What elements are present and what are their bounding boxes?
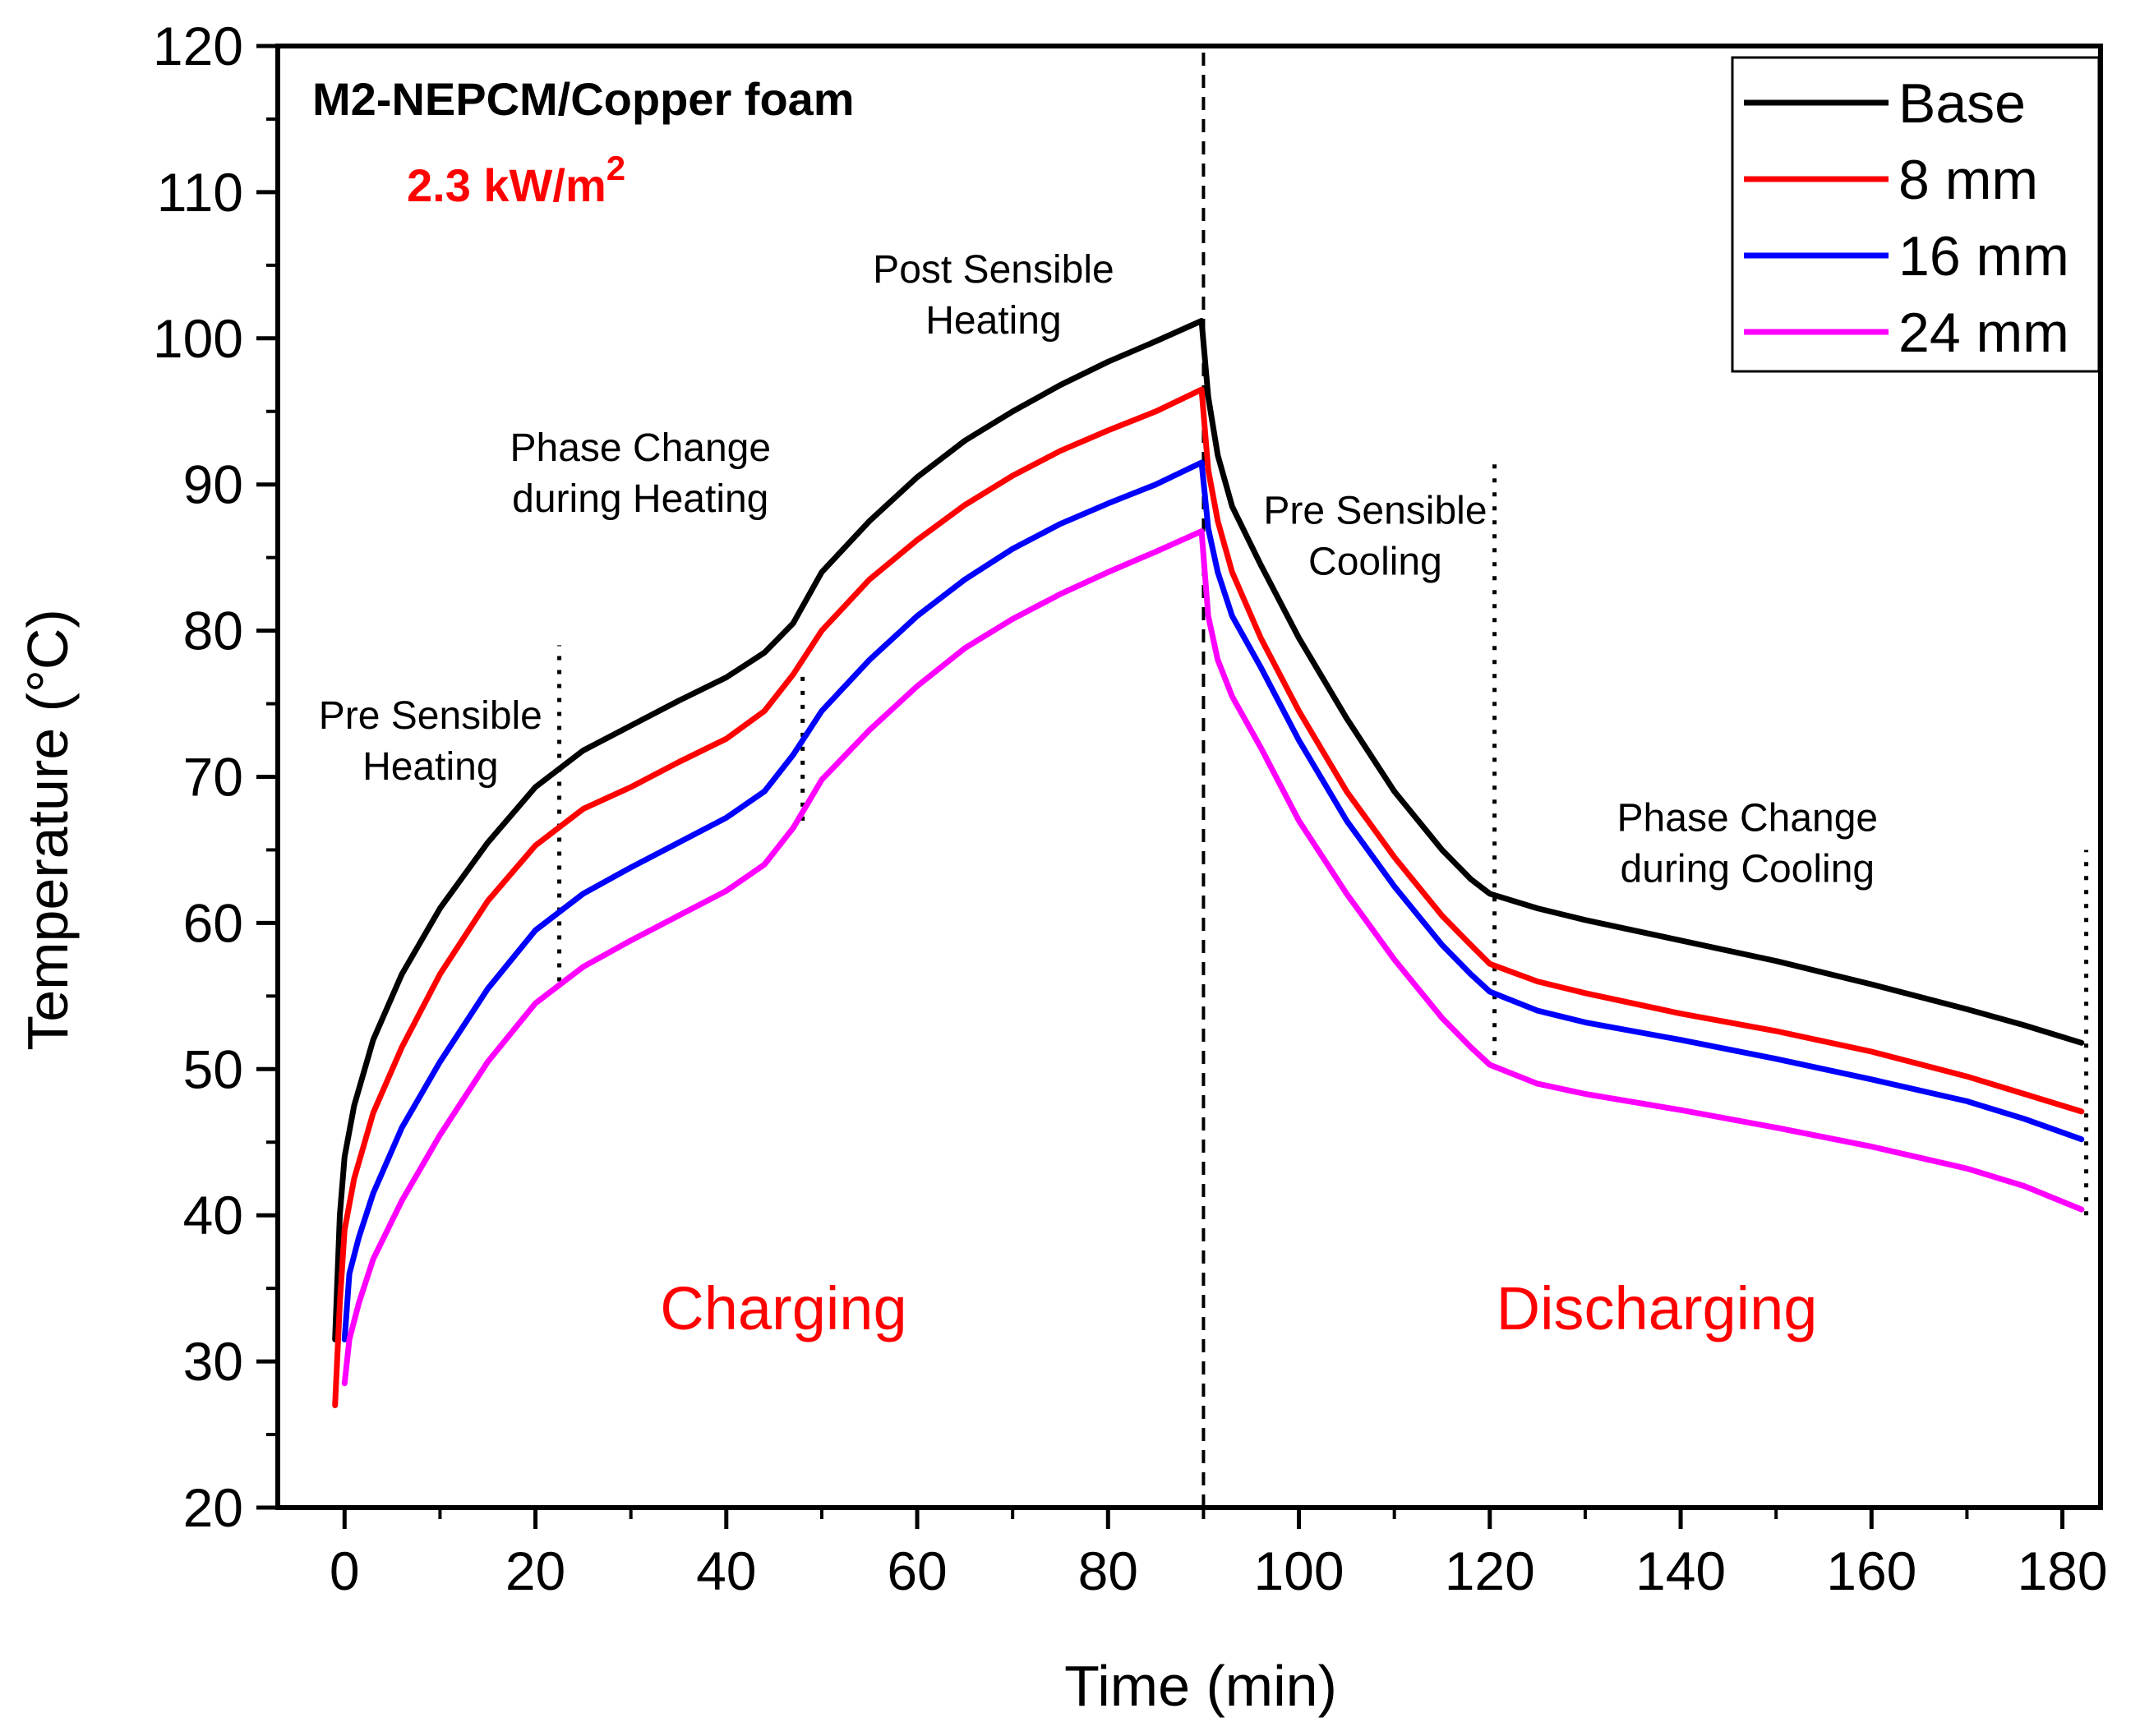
y-tick-label: 110 <box>157 162 243 223</box>
annotation-line: Post Sensible <box>873 248 1114 292</box>
y-tick-label: 20 <box>183 1477 243 1538</box>
annotation-line: Pre Sensible <box>319 694 542 738</box>
x-tick-label: 140 <box>1635 1540 1726 1601</box>
legend-label-8-mm: 8 mm <box>1898 149 2038 211</box>
y-tick-label: 60 <box>183 892 243 953</box>
x-tick-label: 0 <box>330 1540 360 1601</box>
legend-label-16-mm: 16 mm <box>1898 225 2069 288</box>
stage-annotation: Phase Change during Heating <box>510 426 771 521</box>
legend-label-base: Base <box>1898 72 2026 135</box>
subtitle-superscript: 2 <box>606 149 625 187</box>
annotation-line: during Cooling <box>1621 847 1875 891</box>
legend: Base 8 mm 16 mm 24 mm <box>1731 56 2101 373</box>
series-line-24-mm <box>341 528 2085 1387</box>
chart-subtitle: 2.3 kW/m2 <box>407 149 625 211</box>
y-tick-label: 80 <box>183 601 243 661</box>
subtitle-main: 2.3 kW/m <box>407 159 606 211</box>
series-lines <box>332 318 2085 1408</box>
x-tick-label: 160 <box>1826 1540 1916 1601</box>
phase-label-discharging: Discharging <box>1497 1274 1818 1342</box>
y-tick-label: 120 <box>153 16 243 76</box>
y-tick-label: 40 <box>183 1185 243 1246</box>
y-tick-label: 50 <box>183 1038 243 1099</box>
annotation-line: Phase Change <box>1617 796 1879 840</box>
series-line-8-mm <box>332 386 2085 1408</box>
series-line-base <box>332 318 2085 1342</box>
vertical-markers <box>557 46 2089 1508</box>
legend-box <box>1731 56 2101 373</box>
x-tick-label: 60 <box>887 1540 947 1601</box>
chart-title: M2-NEPCM/Copper foam <box>312 73 855 125</box>
annotation-line: Pre Sensible <box>1263 490 1487 533</box>
annotation-line: Phase Change <box>510 426 771 470</box>
x-tick-label: 40 <box>696 1540 756 1601</box>
legend-label-24-mm: 24 mm <box>1898 302 2069 364</box>
stage-annotation: Phase Change during Cooling <box>1617 796 1879 891</box>
axis-ticks: 0 20 40 60 80 100 120 140 160 180 20 30 40 50 60 70 80 90… <box>153 16 2108 1601</box>
annotation-line: during Heating <box>512 477 768 521</box>
y-tick-label: 100 <box>153 308 243 369</box>
y-tick-label: 90 <box>183 454 243 515</box>
phase-label-charging: Charging <box>660 1274 906 1342</box>
annotations: Pre Sensible Heating Phase Change during He… <box>319 248 1878 1342</box>
y-tick-label: 70 <box>183 747 243 808</box>
stage-annotation: Pre Sensible Heating <box>319 694 542 789</box>
x-tick-label: 80 <box>1078 1540 1138 1601</box>
annotation-line: Heating <box>925 299 1061 343</box>
annotation-line: Heating <box>362 745 498 789</box>
stage-annotation: Post Sensible Heating <box>873 248 1114 343</box>
x-tick-label: 20 <box>505 1540 565 1601</box>
x-tick-label: 120 <box>1445 1540 1535 1601</box>
annotation-line: Cooling <box>1308 541 1442 584</box>
stage-annotation: Pre Sensible Cooling <box>1263 490 1487 584</box>
y-tick-label: 30 <box>183 1331 243 1392</box>
x-axis-title: Time (min) <box>1064 1654 1337 1718</box>
x-tick-label: 180 <box>2017 1540 2107 1601</box>
x-tick-label: 100 <box>1253 1540 1344 1601</box>
series-line-16-mm <box>341 459 2085 1342</box>
y-axis-title: Temperature (°C) <box>16 609 80 1051</box>
